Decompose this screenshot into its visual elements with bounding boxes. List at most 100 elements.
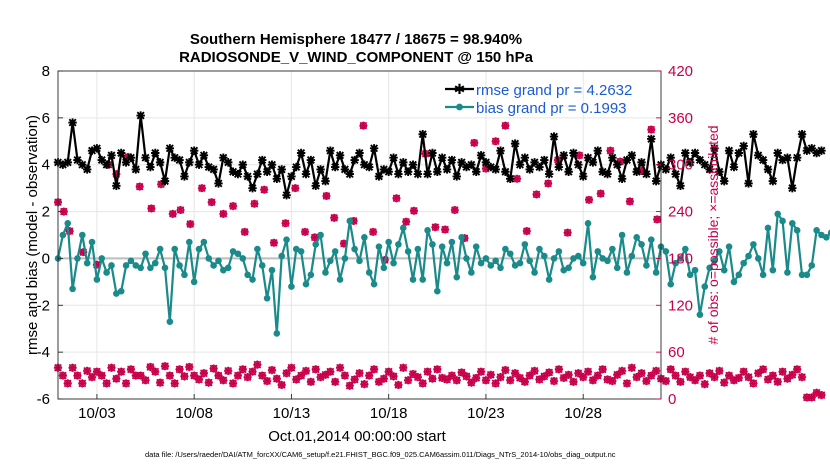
obs-count-point bbox=[360, 380, 369, 389]
obs-assimilated-marker bbox=[350, 375, 359, 384]
obs-count-upper-point bbox=[441, 225, 450, 234]
y2-axis-label: # of obs: o=possible; ×=assimilated bbox=[705, 125, 721, 344]
rmse-point bbox=[671, 169, 680, 179]
obs-assimilated-marker bbox=[349, 216, 358, 225]
obs-count-point bbox=[238, 365, 247, 374]
bias-point bbox=[122, 262, 130, 269]
obs-count-upper-point bbox=[369, 227, 378, 236]
obs-assimilated-marker bbox=[608, 376, 617, 386]
rmse-point bbox=[296, 148, 306, 158]
rmse-point bbox=[311, 181, 320, 190]
bias-point bbox=[579, 259, 587, 267]
rmse-point bbox=[622, 155, 632, 165]
y-tick-label: -6 bbox=[37, 391, 50, 408]
obs-assimilated-marker bbox=[515, 373, 525, 383]
obs-count-point bbox=[744, 373, 753, 382]
bias-point bbox=[210, 262, 217, 269]
obs-count-point bbox=[720, 378, 729, 387]
bias-point bbox=[750, 241, 757, 248]
obs-assimilated-marker bbox=[243, 373, 252, 382]
bias-point bbox=[482, 255, 490, 262]
bias-point bbox=[458, 234, 465, 241]
x-tick-label: 10/18 bbox=[370, 405, 408, 422]
bias-point bbox=[711, 257, 718, 265]
bias-point bbox=[302, 280, 310, 288]
obs-assimilated-marker bbox=[472, 373, 481, 383]
obs-count-upper-point bbox=[291, 184, 300, 193]
rmse-point bbox=[238, 160, 247, 169]
obs-count-point bbox=[287, 363, 296, 372]
obs-count-point bbox=[224, 366, 233, 375]
obs-assimilated-marker bbox=[311, 365, 320, 374]
bias-point bbox=[181, 271, 188, 279]
rmse-point bbox=[695, 155, 705, 165]
rmse-point bbox=[102, 160, 111, 169]
obs-count-point bbox=[457, 368, 466, 377]
bias-point bbox=[521, 241, 529, 248]
rmse-point bbox=[578, 172, 588, 181]
rmse-point bbox=[175, 155, 184, 165]
bias-point bbox=[754, 255, 762, 262]
obs-count-point bbox=[326, 367, 335, 376]
rmse-point bbox=[194, 160, 204, 169]
rmse-point bbox=[233, 169, 243, 179]
bias-point bbox=[793, 227, 801, 234]
bias-point bbox=[706, 264, 713, 272]
rmse-point bbox=[452, 172, 461, 181]
rmse-point bbox=[131, 165, 141, 174]
obs-count-point bbox=[545, 368, 554, 377]
obs-assimilated-marker bbox=[180, 372, 189, 381]
obs-assimilated-marker bbox=[374, 377, 384, 386]
obs-assimilated-marker bbox=[360, 380, 369, 389]
obs-count-point bbox=[102, 379, 111, 388]
obs-count-upper-point bbox=[330, 213, 339, 222]
obs-count-upper-point bbox=[79, 248, 88, 257]
chart-title: Southern Hemisphere 18477 / 18675 = 98.9… bbox=[190, 31, 522, 48]
obs-count-point bbox=[759, 365, 768, 374]
bias-point bbox=[618, 231, 626, 239]
chart-subtitle: RADIOSONDE_V_WIND_COMPONENT @ 150 hPa bbox=[179, 49, 534, 66]
obs-assimilated-marker bbox=[330, 213, 339, 222]
obs-count-point bbox=[267, 366, 277, 375]
bias-point bbox=[696, 311, 704, 318]
bias-point bbox=[575, 252, 582, 260]
obs-count-upper-point bbox=[186, 220, 195, 229]
bias-point bbox=[419, 276, 427, 283]
bias-point bbox=[633, 234, 640, 241]
bias-point bbox=[448, 238, 456, 246]
obs-count-point bbox=[564, 370, 573, 379]
obs-count-point bbox=[525, 371, 534, 380]
obs-assimilated-marker bbox=[365, 371, 374, 380]
bias-point bbox=[550, 255, 558, 262]
rmse-point bbox=[253, 169, 262, 179]
obs-assimilated-marker bbox=[705, 369, 714, 378]
obs-assimilated-marker bbox=[715, 366, 724, 375]
bias-point bbox=[740, 259, 747, 267]
rmse-point bbox=[399, 158, 408, 167]
obs-count-point bbox=[194, 375, 204, 384]
bias-point bbox=[185, 238, 193, 246]
bias-point bbox=[677, 255, 684, 262]
obs-assimilated-marker bbox=[175, 365, 184, 374]
rmse-point bbox=[685, 158, 695, 167]
rmse-point bbox=[121, 158, 131, 167]
obs-assimilated-marker bbox=[457, 368, 466, 377]
obs-assimilated-marker bbox=[326, 367, 335, 376]
rmse-point bbox=[763, 165, 773, 174]
rmse-point bbox=[476, 151, 486, 160]
y2-tick-label: 360 bbox=[668, 110, 693, 127]
obs-assimilated-marker bbox=[481, 376, 491, 385]
obs-assimilated-marker bbox=[545, 368, 554, 377]
obs-assimilated-marker bbox=[384, 367, 393, 376]
obs-assimilated-marker bbox=[156, 378, 165, 387]
obs-assimilated-marker bbox=[606, 146, 615, 155]
obs-assimilated-marker bbox=[204, 378, 213, 387]
obs-count-point bbox=[97, 371, 106, 380]
bias-point bbox=[249, 276, 256, 283]
obs-count-point bbox=[734, 373, 743, 383]
obs-assimilated-marker bbox=[168, 209, 177, 218]
obs-count-point bbox=[501, 366, 510, 375]
obs-count-point bbox=[233, 371, 243, 380]
legend-rmse-marker: ✱ bbox=[454, 81, 466, 97]
obs-count-upper-point bbox=[310, 233, 319, 242]
